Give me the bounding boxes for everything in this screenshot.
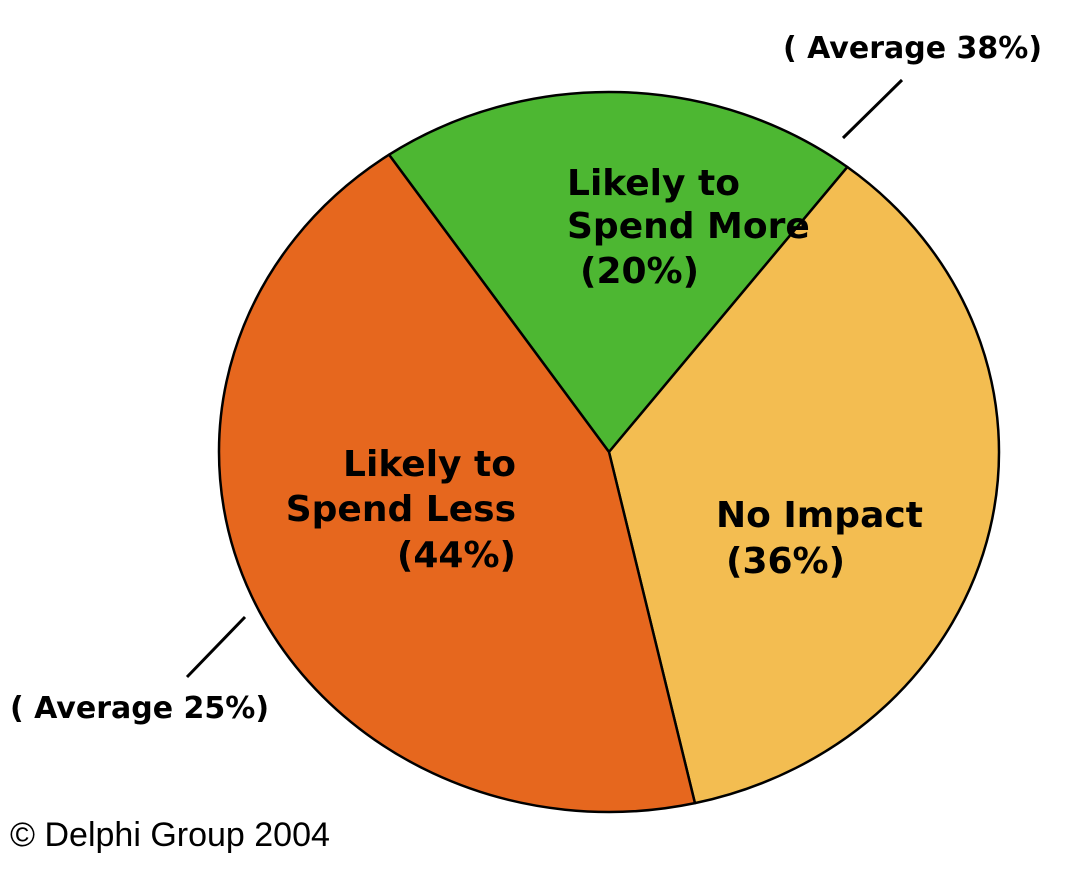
slice-label-spend-less-line1: Likely to — [343, 444, 516, 485]
annotation-average-25: ( Average 25%) — [10, 691, 269, 726]
slice-label-spend-more-line2: Spend More — [567, 206, 810, 247]
slice-percent-spend-more: (20%) — [580, 251, 699, 292]
slice-label-spend-less-line2: Spend Less — [286, 489, 516, 530]
pie-slice-no-impact — [607, 165, 1001, 805]
slice-label-group-spend-more: Likely to Spend More (20%) — [567, 163, 810, 292]
pie-slices — [217, 90, 1001, 814]
annotation-leader-line-average-38 — [841, 78, 904, 140]
annotation-leader-line-average-25 — [185, 615, 247, 679]
pie-slice-spend-less — [217, 153, 697, 814]
copyright-notice: © Delphi Group 2004 — [10, 816, 330, 854]
pie-slice-spend-more — [387, 90, 849, 454]
slice-label-group-no-impact: No Impact (36%) — [716, 495, 923, 582]
slice-label-spend-more-line1: Likely to — [567, 163, 740, 204]
slice-percent-no-impact: (36%) — [726, 541, 845, 582]
slice-label-no-impact: No Impact — [716, 495, 923, 536]
slice-percent-spend-less: (44%) — [397, 535, 516, 576]
slice-label-group-spend-less: Likely to Spend Less (44%) — [286, 444, 516, 576]
annotation-average-38: ( Average 38%) — [783, 31, 1042, 66]
